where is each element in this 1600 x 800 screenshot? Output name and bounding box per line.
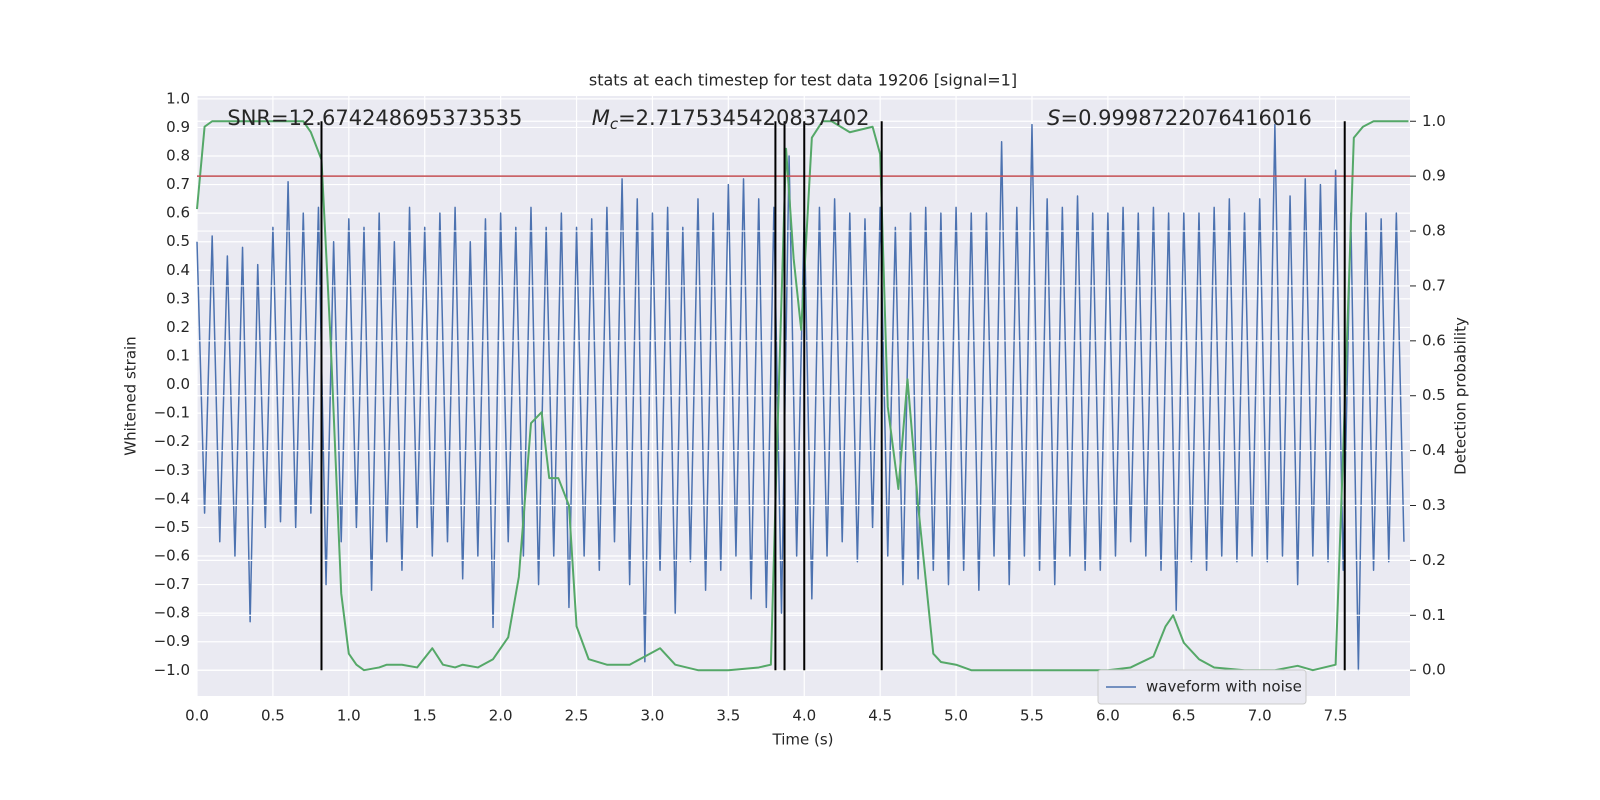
x-tick-label: 4.5 (868, 707, 892, 725)
y-tick-label: 0.4 (166, 261, 190, 279)
y2-tick-label: 1.0 (1422, 112, 1446, 130)
chart-title: stats at each timestep for test data 192… (589, 71, 1017, 90)
y-tick-label: −0.4 (154, 489, 190, 507)
x-tick-label: 2.5 (565, 707, 589, 725)
x-tick-label: 3.5 (716, 707, 740, 725)
y-tick-label: −0.5 (154, 518, 190, 536)
y2-tick-label: 0.2 (1422, 551, 1446, 569)
legend-label: waveform with noise (1146, 678, 1302, 696)
annotation-subscript: c (610, 114, 619, 132)
y-tick-label: 0.2 (166, 318, 190, 336)
y2-tick-label: 0.4 (1422, 441, 1446, 459)
y2-tick-label: 0.8 (1422, 222, 1446, 240)
line-series (196, 123, 1405, 672)
annotation: SNR=12.674248695373535 (227, 106, 522, 130)
y-axis-label: Whitened strain (122, 336, 140, 455)
y2-tick-label: 0.6 (1422, 331, 1446, 349)
y2-axis-label: Detection probability (1452, 317, 1470, 475)
x-tick-label: 2.0 (489, 707, 513, 725)
x-tick-label: 5.0 (944, 707, 968, 725)
x-tick-label: 1.5 (413, 707, 437, 725)
y-tick-label: 0.6 (166, 204, 190, 222)
y2-tick-label: 0.9 (1422, 167, 1446, 185)
y-tick-label: 0.9 (166, 118, 190, 136)
y-tick-label: 1.0 (166, 89, 190, 107)
y-tick-label: −0.1 (154, 404, 190, 422)
y-tick-label: −0.2 (154, 432, 190, 450)
y-tick-label: 0.8 (166, 147, 190, 165)
y-tick-label: 0.1 (166, 347, 190, 365)
x-tick-label: 1.0 (337, 707, 361, 725)
y-tick-label: 0.3 (166, 289, 190, 307)
x-tick-label: 0.5 (261, 707, 285, 725)
y-tick-label: −0.3 (154, 461, 190, 479)
y-tick-label: 0.7 (166, 175, 190, 193)
y-tick-label: 0.0 (166, 375, 190, 393)
annotation-text: =0.9998722076416016 (1061, 106, 1312, 130)
y2-tick-label: 0.0 (1422, 661, 1446, 679)
annotation-text: =2.7175345420837402 (618, 106, 869, 130)
annotation-symbol: S (1047, 106, 1060, 130)
y-tick-label: −1.0 (154, 661, 190, 679)
y2-tick-label: 0.1 (1422, 606, 1446, 624)
x-tick-label: 6.0 (1096, 707, 1120, 725)
x-tick-label: 6.5 (1172, 707, 1196, 725)
x-tick-label: 3.0 (641, 707, 665, 725)
annotation: S=0.9998722076416016 (1047, 106, 1312, 130)
x-axis-label: Time (s) (772, 731, 834, 749)
y2-tick-label: 0.3 (1422, 496, 1446, 514)
x-tick-label: 0.0 (185, 707, 209, 725)
x-tick-label: 5.5 (1020, 707, 1044, 725)
y-tick-label: −0.8 (154, 604, 190, 622)
y-tick-label: −0.7 (154, 575, 190, 593)
x-tick-label: 7.0 (1248, 707, 1272, 725)
line-series (196, 120, 1409, 672)
y-tick-label: 0.5 (166, 232, 190, 250)
y-tick-label: −0.9 (154, 632, 190, 650)
annotation: Mc=2.7175345420837402 (592, 106, 870, 133)
x-tick-label: 4.0 (792, 707, 816, 725)
y-tick-label: −0.6 (154, 547, 190, 565)
annotation-symbol: M (592, 106, 610, 130)
annotation-text: SNR=12.674248695373535 (227, 106, 522, 130)
y2-tick-label: 0.5 (1422, 386, 1446, 404)
legend-box (1097, 669, 1307, 705)
x-tick-label: 7.5 (1324, 707, 1348, 725)
y2-tick-label: 0.7 (1422, 276, 1446, 294)
